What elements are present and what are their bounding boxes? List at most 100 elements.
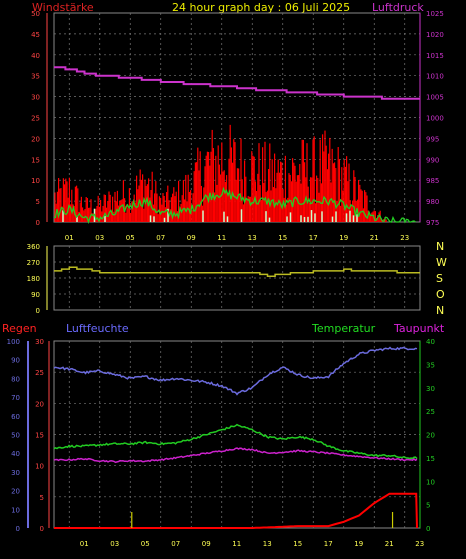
panel1-x-tick: 23	[400, 234, 409, 242]
humidity-axis-tick: 80	[11, 375, 20, 383]
temperature-axis-tick: 25	[426, 408, 435, 416]
panel1-x-tick: 17	[309, 234, 318, 242]
panel1-right-tick: 975	[426, 219, 439, 227]
panel1-x-tick: 11	[217, 234, 226, 242]
panel3-x-tick: 19	[354, 540, 363, 548]
rain-axis-tick: 20	[35, 400, 44, 408]
panel2-y-tick: 90	[31, 291, 40, 299]
panel1-x-tick: 19	[339, 234, 348, 242]
panel1-x-tick: 21	[370, 234, 379, 242]
panel1-right-tick: 1025	[426, 10, 444, 18]
panel1-x-tick: 07	[156, 234, 165, 242]
panel1-left-tick: 50	[31, 10, 40, 18]
compass-labels: N W S O N	[436, 240, 447, 317]
rain-cumulative-line	[54, 492, 418, 529]
panel3-x-tick: 01	[80, 540, 89, 548]
panel1-right-tick: 1000	[426, 115, 444, 123]
panel1-x-tick: 03	[95, 234, 104, 242]
rain-axis-tick: 5	[40, 494, 44, 502]
top-right-axis-label: Luftdruck	[372, 1, 424, 14]
rain-axis-tick: 30	[35, 338, 44, 346]
panel2-y-tick: 360	[27, 243, 40, 251]
rain-axis-tick: 25	[35, 369, 44, 377]
panel1-x-tick: 01	[65, 234, 74, 242]
humidity-axis-tick: 10	[11, 506, 20, 514]
panel3-x-tick: 21	[385, 540, 394, 548]
temperature-axis-tick: 0	[426, 525, 430, 533]
panel1-right-tick: 1005	[426, 94, 444, 102]
panel2-y-tick: 180	[27, 275, 40, 283]
panel1-left-tick: 30	[31, 94, 40, 102]
panel1-right-tick: 1010	[426, 73, 444, 81]
panel1-left-tick: 45	[31, 31, 40, 39]
panel2-y-tick: 270	[27, 259, 40, 267]
humidity-axis-tick: 90	[11, 357, 20, 365]
dewpoint-line	[53, 447, 418, 464]
panel1-left-tick: 15	[31, 156, 40, 164]
panel1-right-tick: 1015	[426, 52, 444, 60]
wind-direction-line	[54, 266, 420, 277]
humidity-axis-tick: 30	[11, 469, 20, 477]
compass-s: S	[436, 272, 443, 285]
panel1-right-tick: 1020	[426, 31, 444, 39]
panel1-left-tick: 10	[31, 177, 40, 185]
panel2-y-tick: 0	[36, 307, 40, 315]
panel1-left-tick: 35	[31, 73, 40, 81]
temperature-axis-tick: 15	[426, 455, 435, 463]
top-chart-title: 24 hour graph day : 06 Juli 2025	[172, 1, 350, 14]
humidity-line	[53, 346, 418, 396]
panel3-x-tick: 23	[415, 540, 424, 548]
temperature-axis-tick: 35	[426, 361, 435, 369]
panel1-left-tick: 20	[31, 135, 40, 143]
panel1-x-tick: 09	[187, 234, 196, 242]
panel1-right-tick: 985	[426, 177, 439, 185]
panel3-x-tick: 17	[324, 540, 333, 548]
panel1-x-tick: 13	[248, 234, 257, 242]
rain-axis-label: Regen	[2, 322, 37, 335]
panel1-right-tick: 995	[426, 135, 439, 143]
rain-axis-tick: 15	[35, 432, 44, 440]
humidity-axis-tick: 20	[11, 488, 20, 496]
rain-axis-tick: 10	[35, 463, 44, 471]
compass-w: W	[436, 256, 447, 269]
panel1-left-tick: 5	[36, 198, 40, 206]
top-left-axis-label: Windstärke	[32, 1, 94, 14]
panel1-right-tick: 980	[426, 198, 439, 206]
temperature-line	[53, 423, 418, 460]
compass-n-bottom: N	[436, 304, 444, 317]
wind-average-line	[53, 186, 416, 225]
temperature-axis-tick: 5	[426, 502, 430, 510]
panel1-x-tick: 05	[126, 234, 135, 242]
pressure-line	[54, 66, 420, 100]
temperature-axis-tick: 30	[426, 385, 435, 393]
panel3-x-tick: 15	[293, 540, 302, 548]
rain-axis-tick: 0	[40, 525, 44, 533]
panel1-x-tick: 15	[278, 234, 287, 242]
humidity-axis-tick: 0	[16, 525, 20, 533]
panel1-left-tick: 0	[36, 219, 40, 227]
humidity-axis-tick: 60	[11, 413, 20, 421]
temperature-axis-tick: 20	[426, 432, 435, 440]
temperature-axis-tick: 10	[426, 478, 435, 486]
panel3-x-tick: 13	[263, 540, 272, 548]
panel3-x-tick: 05	[141, 540, 150, 548]
humidity-axis-tick: 40	[11, 450, 20, 458]
temperature-axis-tick: 40	[426, 338, 435, 346]
panel3-x-tick: 11	[232, 540, 241, 548]
panel3-x-tick: 03	[110, 540, 119, 548]
humidity-axis-label: Luftfeuchte	[66, 322, 129, 335]
panel1-left-tick: 40	[31, 52, 40, 60]
temperature-axis-label: Temperatur	[311, 322, 376, 335]
panel1-right-tick: 990	[426, 156, 439, 164]
humidity-axis-tick: 100	[7, 338, 20, 346]
compass-n-top: N	[436, 240, 444, 253]
dewpoint-axis-label: Taupunkt	[393, 322, 445, 335]
panel3-x-tick: 09	[202, 540, 211, 548]
humidity-axis-tick: 70	[11, 394, 20, 402]
compass-o: O	[436, 288, 445, 301]
panel3-x-tick: 07	[171, 540, 180, 548]
chart-marks: 0510152025303540455097598098599099510001…	[7, 10, 444, 548]
humidity-axis-tick: 50	[11, 432, 20, 440]
